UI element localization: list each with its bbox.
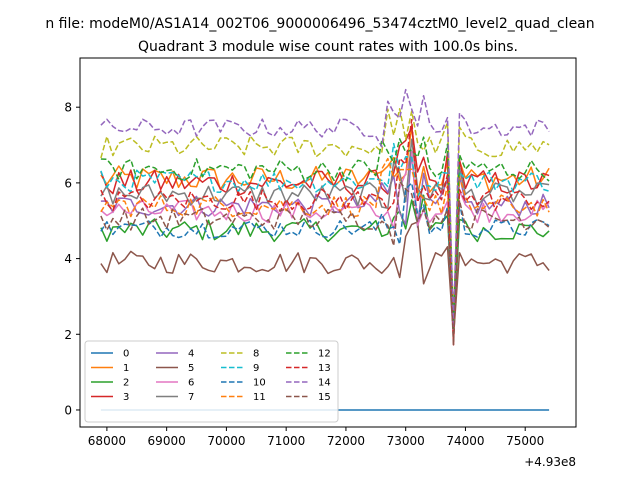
y-axis: 0 2 4 6 8 — [64, 101, 80, 417]
chart-title: Quadrant 3 module wise count rates with … — [138, 39, 518, 55]
x-tick-label: 75000 — [506, 434, 544, 448]
legend-box — [84, 340, 339, 423]
legend-label-4: 4 — [188, 349, 194, 360]
y-tick-label: 2 — [64, 328, 72, 342]
y-tick-label: 8 — [64, 101, 72, 115]
series-line-10 — [100, 182, 550, 327]
legend-label-14: 14 — [318, 378, 331, 389]
legend-label-3: 3 — [123, 392, 129, 403]
x-tick-label: 74000 — [446, 434, 484, 448]
x-tick-label: 68000 — [88, 434, 126, 448]
series-line-2 — [100, 194, 550, 332]
legend-label-8: 8 — [253, 349, 259, 360]
series-line-12 — [100, 136, 550, 330]
y-tick-label: 0 — [64, 403, 72, 417]
series-line-6 — [100, 150, 550, 333]
series-line-9 — [100, 142, 550, 326]
legend-label-12: 12 — [318, 349, 331, 360]
legend-label-9: 9 — [253, 363, 259, 374]
x-tick-label: 70000 — [207, 434, 245, 448]
legend-label-7: 7 — [188, 392, 194, 403]
series-line-11 — [100, 157, 550, 325]
x-axis: 68000 69000 70000 71000 72000 73000 74000 75000 — [88, 427, 544, 448]
x-tick-label: 71000 — [267, 434, 305, 448]
series-line-15 — [100, 180, 550, 346]
legend-label-2: 2 — [123, 378, 129, 389]
x-tick-label: 69000 — [148, 434, 186, 448]
series-line-3 — [100, 126, 550, 346]
x-tick-label: 72000 — [327, 434, 365, 448]
plot-lines — [100, 88, 550, 411]
series-line-5 — [100, 221, 550, 338]
chart-suptitle: n file: modeM0/AS1A14_002T06_9000006496_… — [45, 16, 594, 32]
y-tick-label: 6 — [64, 176, 72, 190]
series-line-14 — [100, 88, 550, 329]
legend-label-0: 0 — [123, 349, 129, 360]
plot-frame — [79, 57, 577, 428]
legend-label-10: 10 — [253, 378, 266, 389]
legend-label-1: 1 — [123, 363, 129, 374]
y-tick-label: 4 — [64, 252, 72, 266]
legend-label-11: 11 — [253, 392, 266, 403]
series-line-8 — [100, 108, 550, 324]
legend-label-15: 15 — [318, 392, 331, 403]
x-offset-label: +4.93e8 — [524, 455, 576, 469]
legend-label-13: 13 — [318, 363, 331, 374]
legend-label-6: 6 — [188, 378, 194, 389]
x-tick-label: 73000 — [387, 434, 425, 448]
series-line-13 — [100, 118, 550, 342]
legend-label-5: 5 — [188, 363, 194, 374]
